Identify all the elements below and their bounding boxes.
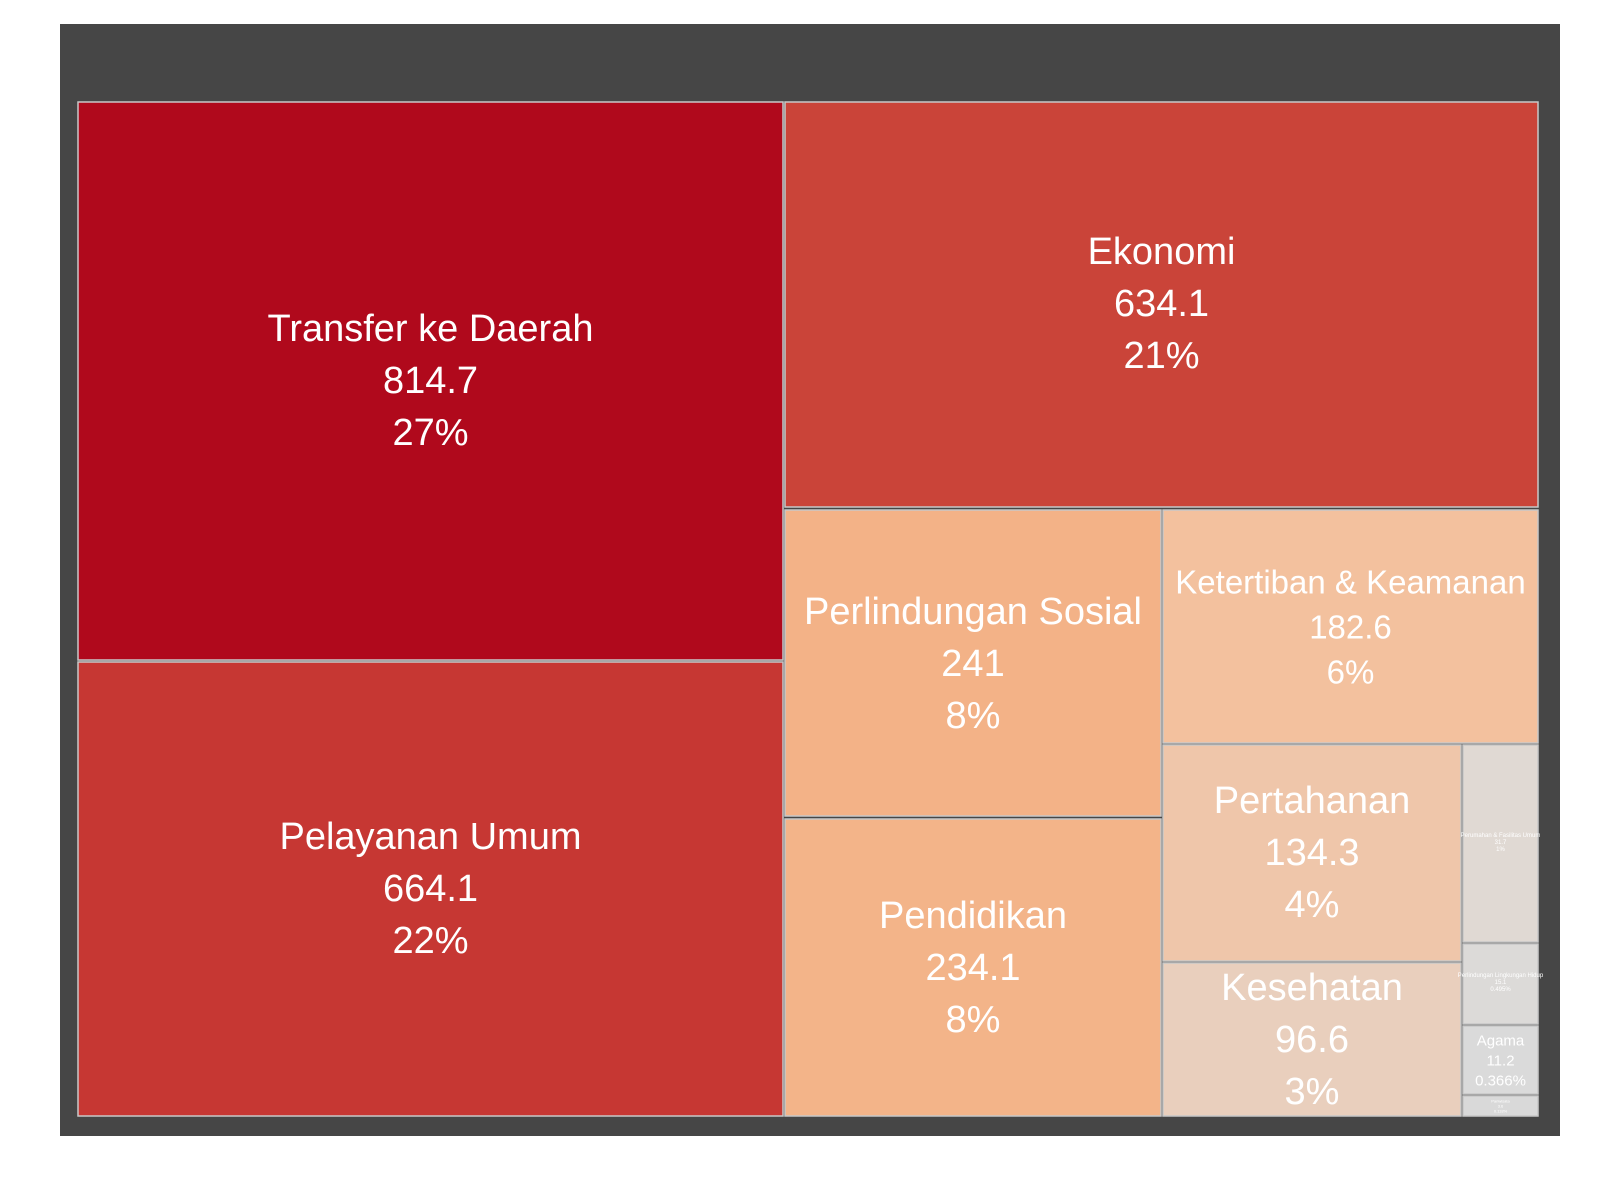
tile-ketertiban-and-keamanan: Ketertiban & Keamanan 182.6 6% <box>1162 509 1539 744</box>
tile-rect <box>784 509 1162 817</box>
tile-rect <box>77 661 784 1117</box>
tile-value: 182.6 <box>1309 609 1392 646</box>
tile-label: Pariwisata <box>1491 1099 1510 1104</box>
tile-label: Transfer ke Daerah <box>268 308 594 350</box>
tile-percent: 21% <box>1123 335 1199 377</box>
tile-value: 134.3 <box>1264 832 1359 874</box>
tile-percent: 0.495% <box>1490 987 1511 993</box>
tile-rect <box>1162 962 1462 1117</box>
tile-rect <box>1462 1095 1539 1117</box>
tile-rect <box>784 818 1162 1117</box>
treemap-tiles: Transfer ke Daerah 814.7 27% Pelayanan Umum… <box>77 101 1544 1117</box>
tile-label: Pendidikan <box>879 895 1067 937</box>
tile-label: Perlindungan Lingkungan Hidup <box>1458 973 1544 979</box>
tile-pelayanan-umum: Pelayanan Umum 664.1 22% <box>77 661 784 1117</box>
tile-rect <box>1162 509 1539 744</box>
tile-rect <box>1462 744 1539 943</box>
tile-label: Pelayanan Umum <box>279 816 581 858</box>
tile-percent: 6% <box>1327 654 1375 691</box>
tile-percent: 8% <box>946 999 1001 1041</box>
tile-pertahanan: Pertahanan 134.3 4% <box>1162 744 1462 962</box>
tile-percent: 8% <box>946 695 1001 737</box>
tile-percent: 0.366% <box>1475 1073 1526 1090</box>
tile-ekonomi: Ekonomi 634.1 21% <box>784 101 1539 508</box>
tile-rect <box>1462 1025 1539 1095</box>
tile-label: Agama <box>1477 1033 1525 1050</box>
tile-label: Kesehatan <box>1221 967 1403 1009</box>
tile-value: 11.2 <box>1486 1053 1514 1070</box>
tile-kesehatan: Kesehatan 96.6 3% <box>1162 962 1462 1117</box>
tile-percent: 3% <box>1285 1071 1340 1113</box>
tile-value: 15.1 <box>1495 980 1507 986</box>
tile-value: 634.1 <box>1114 283 1209 325</box>
tile-label: Perlindungan Sosial <box>804 591 1142 633</box>
tile-percent: 4% <box>1285 884 1340 926</box>
tile-percent: 22% <box>392 920 468 962</box>
tile-percent: 1% <box>1496 847 1505 853</box>
tile-transfer-ke-daerah: Transfer ke Daerah 814.7 27% <box>77 101 784 661</box>
tile-label: Pertahanan <box>1214 780 1411 822</box>
tile-perlindungan-sosial: Perlindungan Sosial 241 8% <box>784 509 1162 817</box>
tile-rect <box>77 101 784 661</box>
tile-value: 814.7 <box>383 360 478 402</box>
tile-value: 241 <box>941 643 1004 685</box>
tile-value: 234.1 <box>925 947 1020 989</box>
tile-value: 96.6 <box>1275 1019 1349 1061</box>
tile-percent: 27% <box>392 412 468 454</box>
tile-value: 31.7 <box>1495 840 1507 846</box>
tile-rect <box>784 101 1539 508</box>
tile-value: 3.6 <box>1498 1104 1504 1109</box>
tile-label: Ketertiban & Keamanan <box>1175 564 1525 601</box>
tile-rect <box>1162 744 1462 962</box>
tile-label: Ekonomi <box>1088 231 1236 273</box>
tile-rect <box>1462 943 1539 1025</box>
tile-label: Perumahan & Fasilitas Umum <box>1461 833 1541 839</box>
tile-value: 664.1 <box>383 868 478 910</box>
tile-pendidikan: Pendidikan 234.1 8% <box>784 818 1162 1117</box>
tile-percent: 0.118% <box>1494 1109 1508 1114</box>
tile-agama: Agama 11.2 0.366% <box>1462 1025 1539 1095</box>
